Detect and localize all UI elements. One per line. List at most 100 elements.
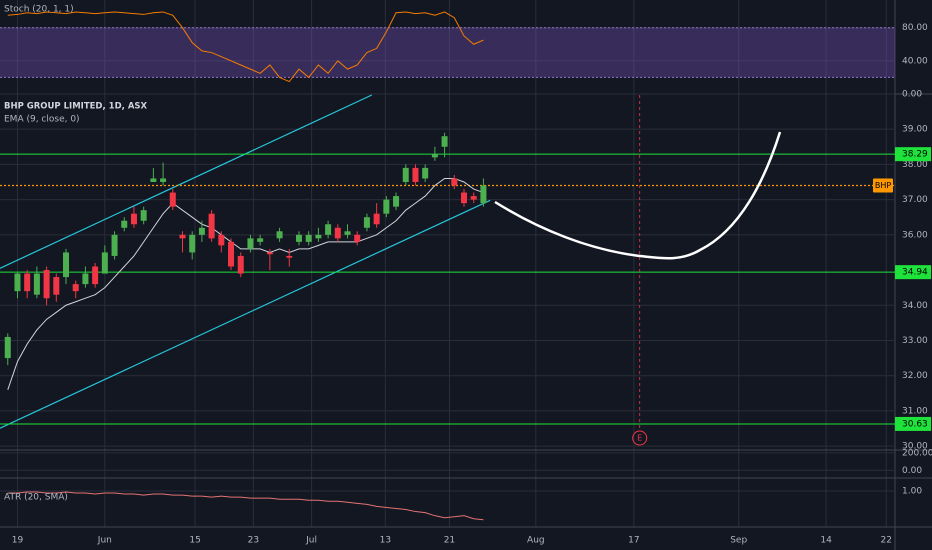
y-tick-label: 39.00 [902,125,928,135]
candle-body [451,178,458,186]
candle-body [121,220,128,228]
candle-body [179,234,186,239]
candle-body [33,273,40,295]
candle-body [461,192,468,204]
ema-line [7,177,484,390]
y-tick-label: 38.00 [902,160,928,170]
x-tick-label: 19 [12,536,24,546]
price-axis: 19 Jun 15 23 Jul 13 21 Aug 17 Sep 14 22 39.00 38.00 37… [12,23,932,545]
candle-body [354,234,361,242]
candle-body [393,196,400,207]
candle-body [422,167,429,179]
x-tick-label: 23 [248,536,259,546]
candle-body [101,252,108,274]
channel-line [0,94,373,269]
level-label: 34.94 [902,268,928,278]
candle-body [295,234,302,242]
y-tick-label: 37.00 [902,195,928,205]
x-tick-label: 13 [380,536,391,546]
x-tick-label: Jul [305,536,317,546]
event-marker [632,430,648,446]
candle-body [130,213,137,225]
candle-body [334,227,341,239]
x-tick-label: Sep [730,536,747,546]
candle-body [480,185,487,204]
candle-body [140,210,147,221]
candle-body [237,255,244,274]
level-label: 30.63 [902,419,928,429]
candle-body [325,224,332,235]
event-label: E [637,434,642,443]
symbol-legend: BHP GROUP LIMITED, 1D, ASX [4,102,148,112]
candle-body [412,167,419,182]
candle-body [431,153,438,158]
candle-body [266,252,273,255]
candle-body [198,227,205,235]
candle-body [470,196,477,200]
y-tick-label: 0.00 [902,466,922,476]
stoch-legend: Stoch (20, 1, 1) [4,5,74,15]
candle-body [189,234,196,253]
candle-body [43,270,50,299]
plot: E [0,11,895,521]
candle-body [72,284,79,292]
candle-body [257,238,264,242]
y-tick-label: 0.00 [902,90,922,100]
candle-body [208,213,215,239]
candle-body [24,273,31,292]
candle-body [383,199,390,214]
x-tick-label: 15 [189,536,200,546]
indicator-line [7,11,484,83]
candle-body [363,217,370,228]
indicator-line [7,491,484,521]
y-tick-label: 33.00 [902,336,928,346]
candle-body [315,234,322,239]
x-tick-label: 22 [881,536,892,546]
y-tick-label: 200.00 [902,448,932,458]
candle-body [160,178,167,182]
candle-body [92,266,99,285]
x-tick-label: 21 [444,536,455,546]
candle-body [373,213,380,225]
stoch-band [0,27,895,78]
candle-body [276,231,283,239]
candle-body [247,238,254,249]
y-tick-label: 40.00 [902,56,928,66]
candle-body [14,273,21,292]
candle-body [63,252,70,278]
candle-body [441,136,448,147]
y-tick-label: 36.00 [902,230,928,240]
x-tick-label: Aug [527,536,545,546]
y-tick-label: 34.00 [902,301,928,311]
candle-body [150,178,157,182]
y-tick-label: 80.00 [902,23,928,33]
level-label-box [895,416,931,431]
level-label-box [895,265,931,280]
candle-body [402,167,409,182]
channel-line [0,199,491,429]
atr-legend: ATR (20, SMA) [4,493,68,503]
level-label-box [895,147,931,162]
x-tick-label: Jun [97,536,112,546]
candle-body [169,192,176,207]
candle-body [82,273,89,285]
drawn-curve [494,131,782,260]
candle-body [286,255,293,258]
candle-body [305,234,312,242]
candle-body [218,234,225,246]
last-price-box [873,178,893,193]
ema-legend: EMA (9, close, 0) [4,115,80,125]
x-tick-label: 14 [820,536,832,546]
candle-body [344,231,351,235]
y-tick-label: 1.00 [902,486,922,496]
y-tick-label: 32.00 [902,371,928,381]
last-price-label: BHP [875,181,892,190]
x-tick-label: 17 [628,536,639,546]
candle-body [111,234,118,256]
y-tick-label: 30.00 [902,442,928,452]
y-tick-label: 31.00 [902,406,928,416]
